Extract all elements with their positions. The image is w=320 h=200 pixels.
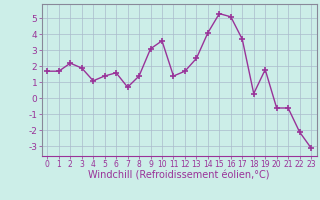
X-axis label: Windchill (Refroidissement éolien,°C): Windchill (Refroidissement éolien,°C) bbox=[88, 171, 270, 181]
